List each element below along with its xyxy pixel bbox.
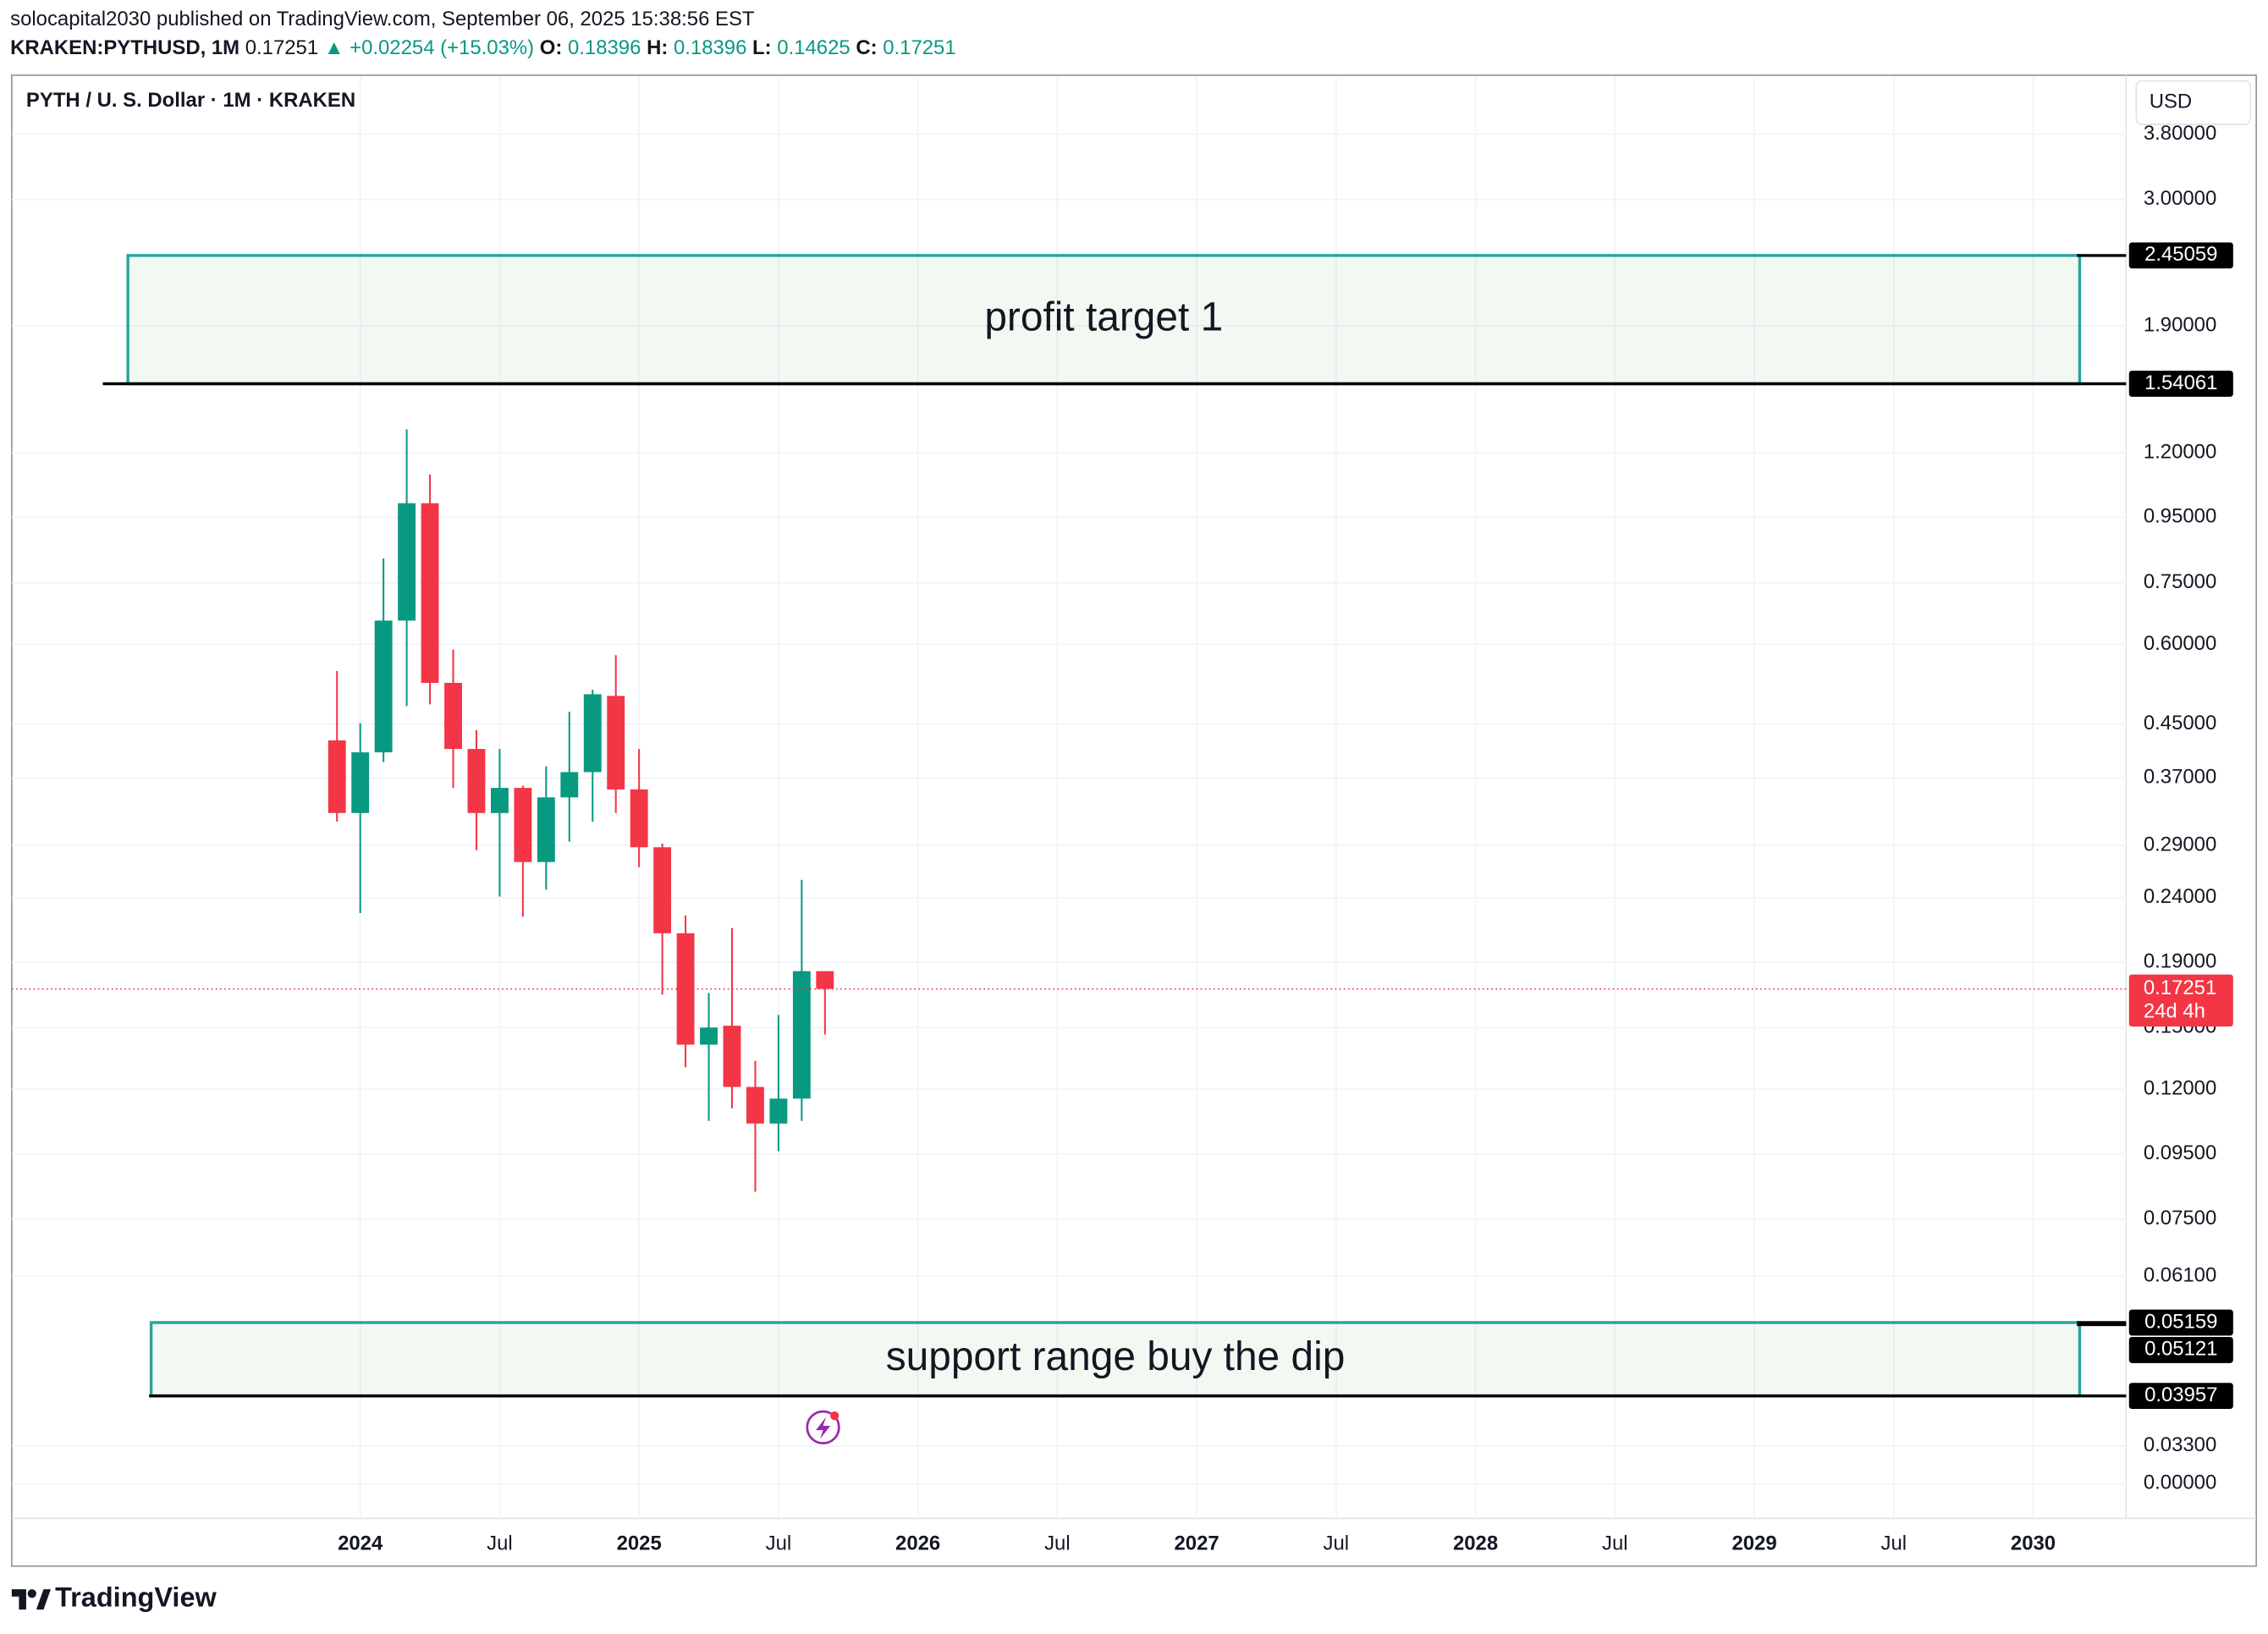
x-tick-label: 2026: [895, 1532, 940, 1554]
candle-body: [328, 740, 346, 813]
level-label: 1.54061: [2144, 371, 2217, 394]
logo: [11, 1589, 51, 1610]
y-tick-label: 0.09500: [2144, 1142, 2216, 1164]
zone-label: support range buy the dip: [886, 1334, 1346, 1379]
y-tick-label: 1.90000: [2144, 313, 2216, 336]
grid: [11, 76, 2127, 1519]
y-tick-label: 0.19000: [2144, 949, 2216, 972]
level-box: [2128, 242, 2233, 269]
ohlc-label: H:: [647, 36, 668, 59]
y-tick-label: 0.03300: [2144, 1433, 2216, 1456]
y-tick-label: 0.75000: [2144, 570, 2216, 593]
currency: USD: [2150, 91, 2192, 113]
x-tick-label: 2030: [2011, 1532, 2056, 1554]
x-tick-label: Jul: [1602, 1532, 1628, 1554]
level-box: [2128, 1309, 2233, 1336]
candle-body: [537, 797, 555, 862]
x-tick-label: 2027: [1175, 1532, 1219, 1554]
level-box: [2128, 1337, 2233, 1363]
ohlc-value: 0.14625: [777, 36, 850, 59]
frame: [10, 74, 2258, 1567]
y-tick-label: 1.20000: [2144, 440, 2216, 463]
ohlc-value: 0.18396: [568, 36, 641, 59]
x-tick-label: 2029: [1731, 1532, 1776, 1554]
ohlc-label: O:: [540, 36, 563, 59]
x-tick-label: Jul: [487, 1532, 513, 1554]
x-tick-label: 2028: [1453, 1532, 1498, 1554]
zone-label: profit target 1: [984, 294, 1223, 339]
candle-body: [792, 971, 811, 1099]
level-label: 0.05159: [2144, 1310, 2217, 1333]
candle-body: [630, 789, 648, 848]
candle-body: [560, 772, 579, 798]
level-label: 0.03957: [2144, 1384, 2217, 1406]
y-tick-label: 0.12000: [2144, 1077, 2216, 1100]
candle-body: [514, 788, 532, 862]
ohlc-value: 0.17251: [883, 36, 955, 59]
candle-body: [444, 683, 462, 750]
change: ▲ +0.02254 (+15.03%): [324, 36, 534, 59]
y-tick-label: 3.00000: [2144, 187, 2216, 210]
candle-body: [583, 694, 602, 773]
candle-body: [653, 847, 672, 933]
candle-body: [398, 503, 416, 621]
symbol: KRAKEN:PYTHUSD, 1M: [10, 36, 239, 59]
candle-body: [607, 696, 625, 789]
level-box: [2128, 371, 2233, 397]
level-box: [2128, 1383, 2233, 1409]
x-tick-label: Jul: [766, 1532, 792, 1554]
ohlc-value: 0.18396: [674, 36, 746, 59]
candle-body: [746, 1087, 764, 1124]
candle-body: [467, 749, 486, 813]
ohlc-label: C:: [856, 36, 877, 59]
x-tick-label: 2024: [338, 1532, 383, 1554]
x-tick-label: Jul: [1881, 1532, 1907, 1554]
y-tick-label: 0.24000: [2144, 885, 2216, 908]
y-tick-label: 0.37000: [2144, 766, 2216, 789]
countdown: 24d 4h: [2144, 999, 2205, 1022]
chart-title: PYTH / U. S. Dollar · 1M · KRAKEN: [26, 89, 355, 112]
candle-body: [351, 752, 370, 813]
last-price-label: 0.17251: [2144, 977, 2216, 999]
currency-box[interactable]: [2135, 80, 2252, 125]
publisher: solocapital2030 published on TradingView…: [10, 8, 755, 30]
y-tick-label: 3.80000: [2144, 122, 2216, 145]
y-tick-label: 0.95000: [2144, 505, 2216, 528]
candle-body: [769, 1098, 788, 1124]
candle-body: [490, 788, 509, 813]
candle-body: [700, 1027, 718, 1045]
candle-body: [816, 971, 834, 989]
y-tick-label: 0.00000: [2144, 1472, 2216, 1494]
event-icon[interactable]: [806, 1410, 840, 1444]
last-price-box: [2128, 974, 2233, 1027]
x-tick-label: Jul: [1324, 1532, 1350, 1554]
ohlc-label: L:: [752, 36, 772, 59]
zone: [126, 254, 2082, 386]
y-tick-label: 0.29000: [2144, 833, 2216, 856]
footer-brand: TradingView: [55, 1582, 217, 1613]
y-tick-label: 0.60000: [2144, 632, 2216, 655]
y-tick-label: 0.45000: [2144, 712, 2216, 734]
candle-body: [374, 620, 393, 753]
level-label: 0.05121: [2144, 1338, 2217, 1361]
x-tick-label: Jul: [1044, 1532, 1071, 1554]
level-label: 2.45059: [2144, 243, 2217, 266]
candle-body: [723, 1026, 741, 1087]
symbol-line: KRAKEN:PYTHUSD, 1M 0.17251 ▲ +0.02254 (+…: [10, 36, 956, 59]
x-tick-label: 2025: [617, 1532, 662, 1554]
y-tick-label: 0.06100: [2144, 1264, 2216, 1287]
last: 0.17251: [245, 36, 318, 59]
y-tick-label: 0.07500: [2144, 1207, 2216, 1230]
candle-body: [421, 503, 439, 684]
